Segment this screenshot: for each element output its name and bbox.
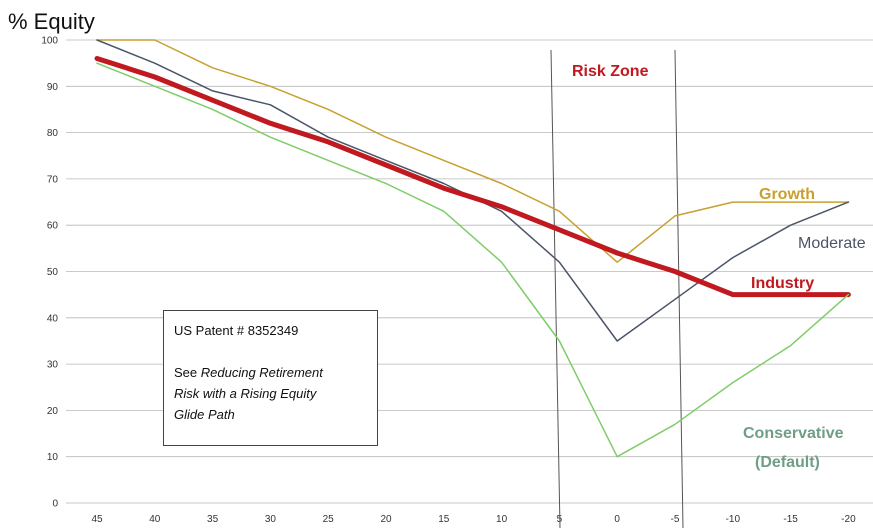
x-tick-label: -10 [726,514,741,525]
y-tick-label: 40 [47,313,59,324]
growth-label: Growth [759,186,815,203]
series-line-industry [94,56,851,298]
y-tick-label: 90 [47,82,59,93]
y-tick-label: 20 [47,406,59,417]
x-tick-labels: 454035302520151050-5-10-15-20 [91,514,856,525]
x-tick-label: 0 [614,514,620,525]
y-tick-label: 50 [47,267,59,278]
x-tick-label: 40 [149,514,161,525]
y-tick-label: 70 [47,174,59,185]
risk-zone-left-boundary [550,49,561,528]
note-reference-line2: Risk with a Rising Equity [174,386,317,401]
x-tick-label: 35 [207,514,219,525]
default-label: (Default) [755,454,820,471]
patent-number: US Patent # 8352349 [174,323,299,338]
series-line-growth [96,39,850,263]
x-tick-label: 45 [91,514,103,525]
y-tick-label: 60 [47,221,59,232]
y-tick-labels: 0 10 20 30 40 50 60 70 80 90 100 [41,36,58,510]
x-tick-label: -5 [671,514,680,525]
moderate-label: Moderate [798,235,866,252]
series-lines [94,39,851,458]
x-tick-label: 10 [496,514,508,525]
x-tick-label: 15 [438,514,450,525]
y-tick-label: 80 [47,128,59,139]
y-axis-label: % Equity [8,9,95,34]
note-reference-line1: See Reducing Retirement [174,365,323,380]
note-reference-line3: Glide Path [174,407,235,422]
y-tick-label: 100 [41,36,58,47]
series-line-conservative-default [96,62,850,458]
y-tick-label: 30 [47,360,59,371]
patent-note-box: US Patent # 8352349 See Reducing Retirem… [163,310,378,446]
x-tick-label: 30 [265,514,277,525]
y-tick-label: 0 [52,499,58,510]
x-tick-label: -15 [783,514,798,525]
y-tick-label: 10 [47,452,59,463]
x-tick-label: 20 [380,514,392,525]
risk-zone-label: Risk Zone [572,63,649,80]
x-tick-label: 25 [323,514,335,525]
industry-label: Industry [751,275,814,292]
conservative-label: Conservative [743,425,844,442]
x-tick-label: -20 [841,514,856,525]
risk-zone-right-boundary [674,49,684,528]
